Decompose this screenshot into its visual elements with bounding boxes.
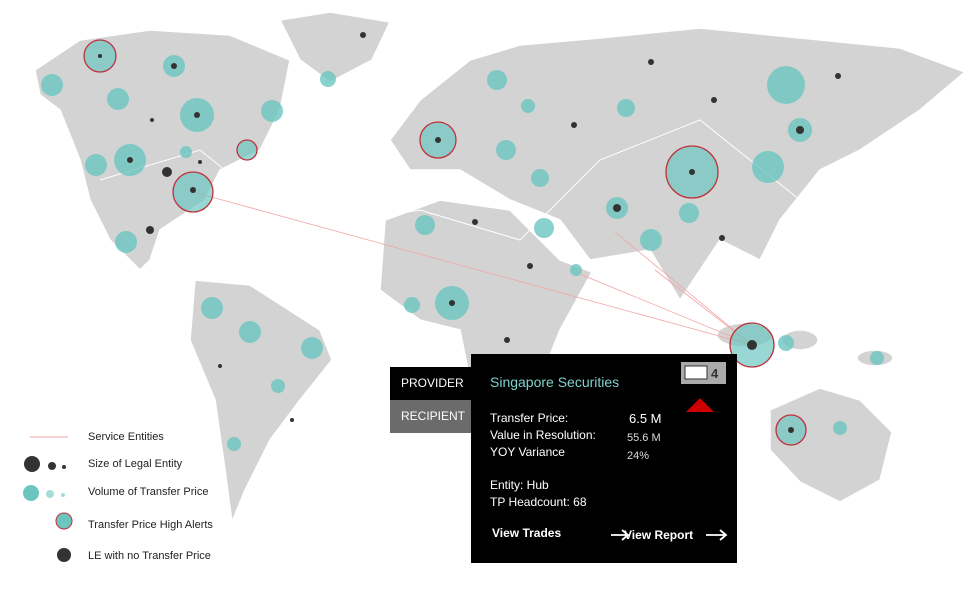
metric-label: YOY Variance <box>490 445 565 459</box>
recipient-tab[interactable]: RECIPIENT <box>390 400 471 433</box>
legend-label: LE with no Transfer Price <box>88 550 211 562</box>
metric-value: 55.6 M <box>627 432 661 444</box>
legend-label: Volume of Transfer Price <box>88 486 209 498</box>
entity-dots <box>98 32 841 433</box>
tooltip-icons <box>611 362 728 541</box>
metric-label: Transfer Price: <box>490 411 569 425</box>
comment-count[interactable]: 4 <box>711 366 719 381</box>
tooltip-title: Singapore Securities <box>490 374 620 390</box>
legend-label: Transfer Price High Alerts <box>88 519 213 531</box>
tooltip: Singapore Securities 4 Transfer Price: 6… <box>471 354 737 563</box>
metric-label: Value in Resolution: <box>490 428 596 442</box>
entity: Entity: Hub <box>490 478 549 492</box>
view-trades[interactable]: View Trades <box>492 526 562 540</box>
provider-tab[interactable]: PROVIDER <box>390 367 471 400</box>
legend-label: Service Entities <box>88 431 164 443</box>
legend-marks <box>23 436 73 562</box>
view-report[interactable]: View Report <box>624 528 694 542</box>
headcount: TP Headcount: 68 <box>490 495 587 509</box>
metric-value: 24% <box>627 450 650 462</box>
metric-value: 6.5 M <box>629 411 662 426</box>
land <box>34 11 967 525</box>
legend-label: Size of Legal Entity <box>88 458 183 470</box>
